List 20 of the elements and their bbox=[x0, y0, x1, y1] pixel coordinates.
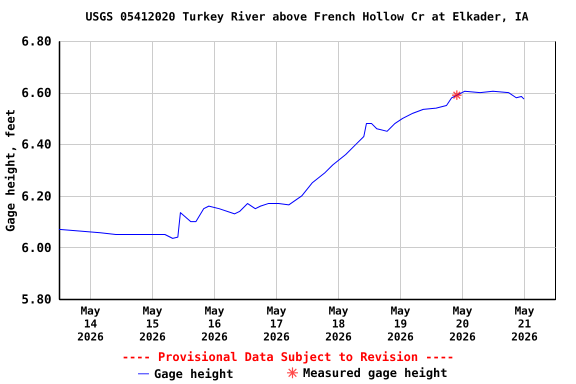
chart-title: USGS 05412020 Turkey River above French Hollow Cr at Elkader, IA bbox=[85, 10, 529, 24]
y-tick-label: 6.60 bbox=[21, 85, 52, 100]
text: ---- Provisional Data Subject to Revision ---- bbox=[120, 350, 456, 364]
x-tick-label: May 19 2026 bbox=[387, 304, 414, 344]
legend-label: Gage height bbox=[154, 366, 234, 381]
x-tick-label: May 15 2026 bbox=[139, 304, 166, 344]
line-series bbox=[58, 90, 524, 239]
y-tick-label: 6.20 bbox=[21, 188, 52, 204]
x-tick-label: May 14 2026 bbox=[77, 304, 104, 344]
y-tick-label: 6.00 bbox=[21, 240, 52, 255]
x-tick-label: May 21 2026 bbox=[511, 304, 538, 344]
y-tick-label: 6.80 bbox=[21, 34, 52, 48]
legend-label: Measured gage height bbox=[303, 366, 448, 380]
x-tick-label: May 20 2026 bbox=[449, 304, 476, 344]
x-tick-label: May 16 2026 bbox=[201, 304, 228, 344]
x-tick-label: May 18 2026 bbox=[325, 304, 352, 344]
y-tick-label: 5.80 bbox=[21, 292, 52, 306]
y-tick-label: 6.40 bbox=[21, 136, 52, 152]
y-axis-title: Gage height, feet bbox=[3, 109, 18, 232]
x-tick-label: May 17 2026 bbox=[263, 304, 290, 344]
